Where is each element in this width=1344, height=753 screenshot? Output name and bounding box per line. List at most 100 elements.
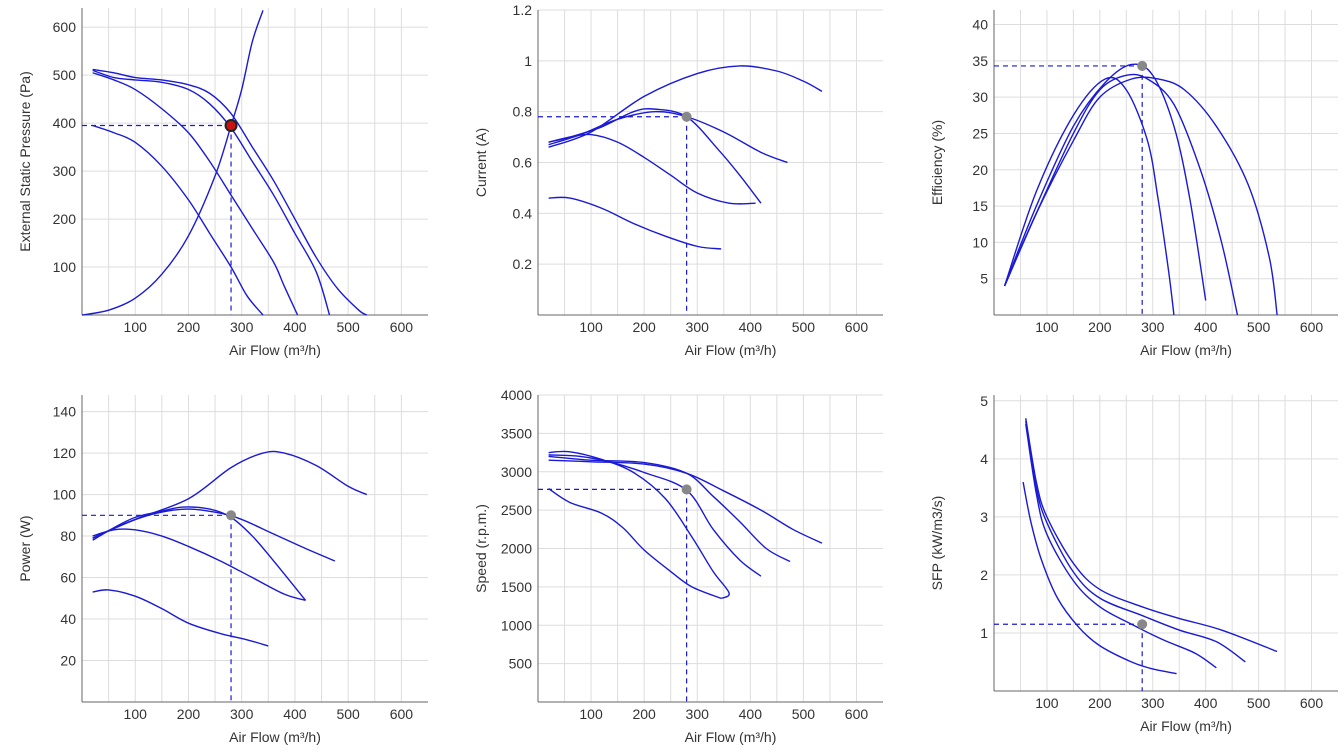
x-tick-label: 600 bbox=[1300, 319, 1324, 335]
pressure-curve-2 bbox=[92, 69, 331, 316]
speed-curve-3 bbox=[548, 454, 762, 577]
x-tick-label: 200 bbox=[632, 706, 656, 722]
y-tick-label: 40 bbox=[972, 17, 988, 33]
y-tick-label: 1000 bbox=[501, 617, 532, 633]
x-tick-label: 400 bbox=[739, 706, 763, 722]
sfp-curve-3 bbox=[1025, 423, 1217, 669]
speed-chart: 100 200 300 400 500 600 500 1000 1500 2000 2500 300… bbox=[455, 385, 895, 753]
y-tick-label: 200 bbox=[53, 211, 77, 227]
y-tick-label: 1500 bbox=[501, 579, 532, 595]
speed-curve-4 bbox=[548, 450, 730, 600]
efficiency-curve-3 bbox=[1003, 63, 1207, 301]
pressure-curve-4 bbox=[92, 124, 264, 316]
efficiency-chart: 100 200 300 400 500 600 5 10 15 20 25 30 35 40 Air Flo… bbox=[910, 0, 1344, 375]
x-tick-label: 400 bbox=[1194, 695, 1218, 711]
operating-point-marker[interactable] bbox=[1137, 60, 1148, 71]
x-tick-label: 500 bbox=[336, 319, 360, 335]
y-tick-label: 600 bbox=[53, 19, 77, 35]
operating-point-marker[interactable] bbox=[226, 510, 237, 521]
x-tick-label: 400 bbox=[283, 706, 307, 722]
efficiency-curve-1 bbox=[1003, 76, 1278, 316]
y-tick-label: 5 bbox=[980, 393, 988, 409]
x-axis-title: Air Flow (m³/h) bbox=[685, 342, 777, 358]
x-tick-label: 500 bbox=[1247, 319, 1271, 335]
y-axis-title: Efficiency (%) bbox=[929, 120, 945, 205]
y-tick-label: 3 bbox=[980, 509, 988, 525]
y-tick-label: 4000 bbox=[501, 387, 532, 403]
sfp-chart-svg: 100 200 300 400 500 600 1 2 3 4 5 Air Flow (m³/h) SF… bbox=[929, 393, 1338, 734]
y-tick-label: 100 bbox=[53, 487, 77, 503]
operating-point-marker[interactable] bbox=[1137, 619, 1148, 630]
y-tick-label: 15 bbox=[972, 198, 988, 214]
y-tick-label: 3000 bbox=[501, 464, 532, 480]
y-tick-label: 25 bbox=[972, 125, 988, 141]
x-tick-label: 200 bbox=[632, 319, 656, 335]
y-tick-label: 0.4 bbox=[513, 205, 533, 221]
y-tick-label: 3500 bbox=[501, 425, 532, 441]
x-tick-label: 500 bbox=[336, 706, 360, 722]
efficiency-chart-svg: 100 200 300 400 500 600 5 10 15 20 25 30 35 40 Air Flo… bbox=[929, 10, 1338, 358]
y-tick-label: 1 bbox=[524, 53, 532, 69]
current-curve-2 bbox=[548, 110, 788, 164]
y-tick-label: 100 bbox=[53, 259, 77, 275]
y-tick-label: 300 bbox=[53, 163, 77, 179]
x-tick-label: 400 bbox=[283, 319, 307, 335]
sfp-curve-2 bbox=[1025, 421, 1246, 663]
power-curve-2 bbox=[92, 508, 336, 562]
y-tick-label: 1.2 bbox=[513, 2, 533, 18]
x-tick-label: 100 bbox=[124, 706, 148, 722]
power-curve-5 bbox=[92, 589, 269, 647]
x-tick-label: 400 bbox=[1194, 319, 1218, 335]
y-tick-label: 60 bbox=[60, 570, 76, 586]
current-chart-svg: 100 200 300 400 500 600 0.2 0.4 0.6 0.8 1 1.2 Air Fl… bbox=[473, 2, 883, 358]
x-tick-label: 100 bbox=[579, 706, 603, 722]
speed-curve-5 bbox=[548, 488, 722, 600]
x-tick-label: 600 bbox=[390, 319, 414, 335]
efficiency-curve-2 bbox=[1003, 73, 1239, 316]
x-tick-label: 300 bbox=[686, 706, 710, 722]
x-tick-label: 500 bbox=[792, 706, 816, 722]
y-tick-label: 4 bbox=[980, 451, 988, 467]
y-axis-title: External Static Pressure (Pa) bbox=[17, 71, 33, 252]
sfp-curve-4 bbox=[1022, 481, 1177, 675]
y-tick-label: 40 bbox=[60, 611, 76, 627]
y-tick-label: 80 bbox=[60, 528, 76, 544]
x-tick-label: 200 bbox=[177, 706, 201, 722]
y-tick-label: 500 bbox=[53, 67, 77, 83]
x-tick-label: 200 bbox=[177, 319, 201, 335]
y-tick-label: 120 bbox=[53, 445, 77, 461]
operating-point-marker[interactable] bbox=[681, 484, 692, 495]
power-curve-3 bbox=[92, 506, 307, 601]
y-tick-label: 500 bbox=[509, 656, 533, 672]
y-tick-label: 2500 bbox=[501, 502, 532, 518]
current-curve-3 bbox=[548, 108, 762, 204]
y-tick-label: 2000 bbox=[501, 541, 532, 557]
pressure-chart: 100 200 300 400 500 600 100 200 300 400 500 600 Air … bbox=[0, 0, 440, 375]
sfp-curve-1 bbox=[1025, 418, 1278, 653]
x-tick-label: 600 bbox=[390, 706, 414, 722]
x-tick-label: 200 bbox=[1088, 319, 1112, 335]
y-tick-label: 140 bbox=[53, 404, 77, 420]
power-chart-svg: 100 200 300 400 500 600 20 40 60 80 100 120 140 Air F… bbox=[17, 395, 428, 745]
y-axis-title: Power (W) bbox=[17, 515, 33, 581]
power-curve-4 bbox=[92, 528, 306, 602]
y-tick-label: 30 bbox=[972, 89, 988, 105]
y-tick-label: 20 bbox=[60, 653, 76, 669]
x-tick-label: 200 bbox=[1088, 695, 1112, 711]
x-tick-label: 300 bbox=[686, 319, 710, 335]
y-tick-label: 2 bbox=[980, 567, 988, 583]
x-axis-title: Air Flow (m³/h) bbox=[1140, 342, 1232, 358]
x-tick-label: 600 bbox=[845, 706, 869, 722]
pressure-chart-svg: 100 200 300 400 500 600 100 200 300 400 500 600 Air … bbox=[17, 8, 428, 358]
current-chart: 100 200 300 400 500 600 0.2 0.4 0.6 0.8 1 1.2 Air Fl… bbox=[455, 0, 895, 375]
x-tick-label: 400 bbox=[739, 319, 763, 335]
pressure-curve-3 bbox=[92, 72, 299, 316]
operating-point-marker[interactable] bbox=[681, 111, 692, 122]
x-axis-title: Air Flow (m³/h) bbox=[685, 729, 777, 745]
y-tick-label: 20 bbox=[972, 162, 988, 178]
speed-curve-1 bbox=[548, 459, 823, 544]
y-tick-label: 0.8 bbox=[513, 104, 533, 120]
power-chart: 100 200 300 400 500 600 20 40 60 80 100 120 140 Air F… bbox=[0, 385, 440, 753]
operating-point-marker[interactable] bbox=[224, 119, 238, 133]
y-tick-label: 5 bbox=[980, 271, 988, 287]
